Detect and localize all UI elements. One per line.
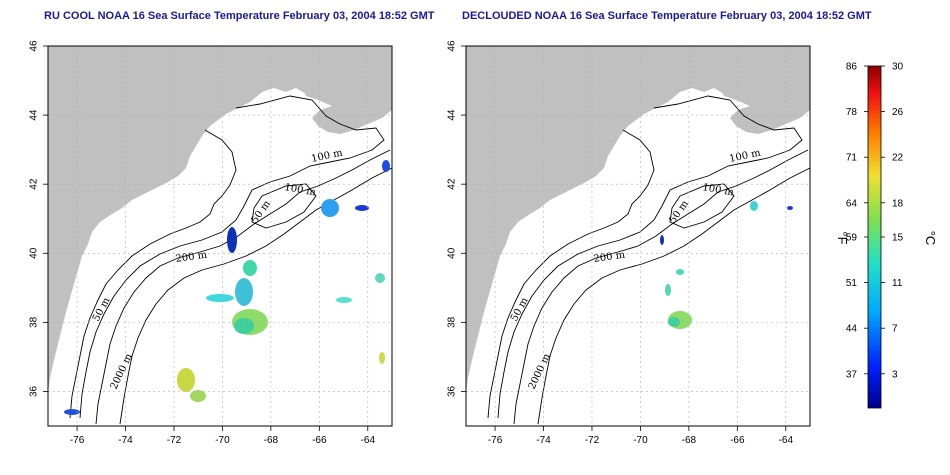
lon-tick-label: -74 — [118, 435, 133, 446]
lat-tick-label: 42 — [29, 178, 40, 190]
fahrenheit-tick-label: 37 — [846, 369, 858, 380]
celsius-unit-label: °C — [923, 231, 938, 246]
land-nova-scotia — [718, 66, 810, 134]
lat-tick-label: 46 — [29, 40, 40, 52]
fahrenheit-tick-label: 51 — [846, 278, 858, 289]
contour-200m — [513, 149, 809, 425]
celsius-tick-label: 15 — [892, 233, 904, 244]
map-frame — [47, 45, 393, 427]
lat-tick-label: 42 — [447, 178, 458, 190]
lat-tick-label: 40 — [447, 247, 458, 259]
lat-tick-label: 38 — [29, 316, 40, 328]
contour-50m — [69, 129, 237, 419]
contour-100m — [497, 95, 803, 419]
contour-100m — [79, 95, 385, 419]
lon-tick-label: -66 — [312, 435, 327, 446]
lat-tick-label: 44 — [447, 109, 458, 121]
lon-tick-label: -76 — [488, 435, 503, 446]
fahrenheit-tick-label: 78 — [846, 107, 858, 118]
lon-tick-label: -70 — [215, 435, 230, 446]
lat-tick-label: 36 — [29, 385, 40, 397]
land-nova-scotia — [300, 66, 392, 134]
celsius-tick-label: 11 — [892, 278, 903, 289]
celsius-tick-label: 30 — [892, 62, 904, 73]
celsius-tick-label: 3 — [892, 369, 898, 380]
fahrenheit-tick-label: 59 — [846, 233, 858, 244]
fahrenheit-tick-label: 71 — [846, 153, 858, 164]
axis-ticks: -76 -74 -72 -70 -68 -66 -64 36 38 40 42 44 46 — [447, 40, 794, 446]
lon-tick-label: -68 — [264, 435, 279, 446]
sst-patches — [64, 160, 390, 415]
map-frame — [465, 45, 811, 427]
temperature-colorbar: 86 30 78 26 71 22 64 18 59 15 51 11 44 7 37 3 °F °C — [835, 62, 938, 409]
colorbar-ticks: 86 30 78 26 71 22 64 18 59 15 51 11 44 7 37 3 — [846, 62, 904, 381]
lon-tick-label: -64 — [361, 435, 376, 446]
axis-ticks: -76 -74 -72 -70 -68 -66 -64 36 38 40 42 44 46 — [29, 40, 376, 446]
fahrenheit-unit-label: °F — [835, 231, 850, 244]
right-panel-title: DECLOUDED NOAA 16 Sea Surface Temperatur… — [462, 10, 872, 22]
lat-tick-label: 40 — [29, 247, 40, 259]
lat-tick-label: 38 — [447, 316, 458, 328]
lon-tick-label: -70 — [633, 435, 648, 446]
land-mass — [466, 46, 810, 392]
sst-patches — [660, 201, 793, 329]
contour-label-200m: 200 m — [175, 250, 208, 265]
lon-tick-label: -74 — [536, 435, 551, 446]
fahrenheit-tick-label: 44 — [846, 324, 858, 335]
celsius-tick-label: 22 — [892, 153, 904, 164]
contour-label-200m: 200 m — [593, 250, 626, 265]
lon-tick-label: -72 — [167, 435, 182, 446]
contour-50m — [487, 129, 655, 419]
lon-tick-label: -66 — [730, 435, 745, 446]
contour-georges-bank — [669, 183, 735, 229]
lon-tick-label: -72 — [585, 435, 600, 446]
fahrenheit-tick-label: 86 — [846, 62, 858, 73]
left-panel-title: RU COOL NOAA 16 Sea Surface Temperature … — [44, 10, 435, 22]
lat-tick-label: 36 — [447, 385, 458, 397]
celsius-tick-label: 26 — [892, 107, 904, 118]
lat-tick-label: 44 — [29, 109, 40, 121]
celsius-tick-label: 18 — [892, 198, 904, 209]
grid-lines — [48, 45, 392, 426]
lon-tick-label: -76 — [70, 435, 85, 446]
colorbar-gradient — [867, 65, 882, 409]
fahrenheit-tick-label: 64 — [846, 198, 858, 209]
lon-tick-label: -64 — [779, 435, 794, 446]
contour-2000m — [537, 167, 810, 425]
lat-tick-label: 46 — [447, 40, 458, 52]
contour-georges-bank — [251, 183, 317, 229]
land-mass — [48, 46, 392, 392]
celsius-tick-label: 7 — [892, 324, 898, 335]
contour-200m — [95, 149, 391, 425]
lon-tick-label: -68 — [682, 435, 697, 446]
